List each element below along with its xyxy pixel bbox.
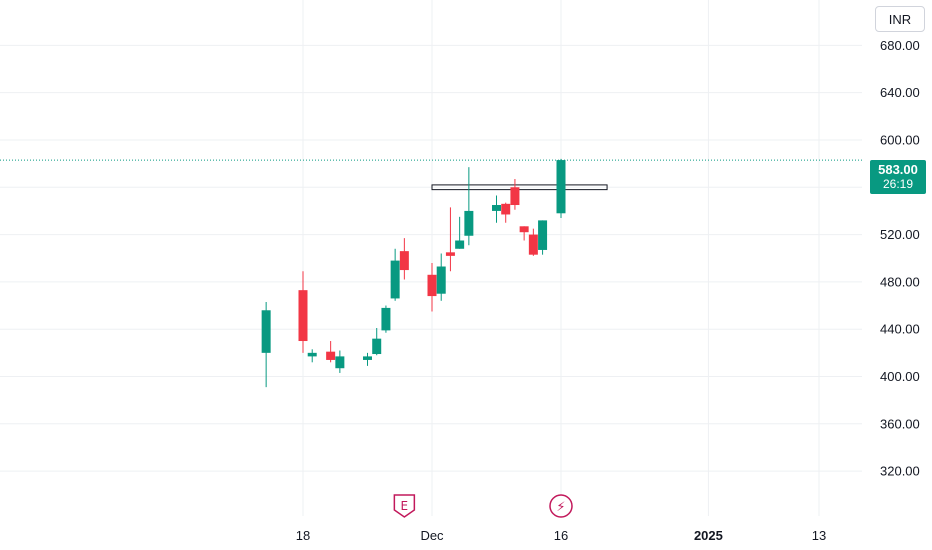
x-tick-label: 16 [554, 528, 568, 543]
candle-body [436, 266, 446, 294]
last-price-tag: 583.00 26:19 [870, 160, 926, 194]
candle[interactable] [528, 228, 538, 256]
candle[interactable] [390, 248, 400, 301]
candle[interactable] [445, 207, 455, 272]
bar-countdown: 26:19 [882, 177, 914, 191]
y-tick-label: 680.00 [880, 38, 920, 53]
svg-text:E: E [401, 499, 409, 513]
y-tick-label: 440.00 [880, 322, 920, 337]
candle-body [492, 205, 501, 211]
y-tick-label: 320.00 [880, 464, 920, 479]
candle[interactable] [492, 195, 501, 223]
candle-body [261, 310, 271, 353]
x-tick-label: 18 [296, 528, 310, 543]
candle[interactable] [427, 262, 437, 312]
candle-body [519, 226, 529, 233]
candle-body [335, 356, 345, 369]
candle-body [363, 356, 372, 360]
candle[interactable] [372, 328, 382, 356]
candle-body [427, 274, 437, 297]
candle[interactable] [381, 305, 391, 333]
candle-body [455, 240, 465, 249]
x-tick-label: 2025 [694, 528, 723, 543]
candle[interactable] [335, 350, 345, 373]
y-axis[interactable]: 680.00640.00600.00560.00520.00480.00440.… [880, 38, 920, 479]
range-box-drawing[interactable] [431, 184, 608, 191]
candle[interactable] [510, 178, 520, 210]
candle-body [390, 260, 400, 299]
candle-body [381, 307, 391, 331]
candle-body [307, 352, 317, 357]
candle-body [372, 338, 382, 355]
candle-body [501, 203, 511, 215]
candle-body [556, 160, 566, 214]
y-tick-label: 400.00 [880, 369, 920, 384]
candle[interactable] [464, 167, 474, 246]
candle-body [464, 210, 474, 236]
candle-body [538, 220, 548, 250]
x-tick-label: Dec [420, 528, 444, 543]
y-tick-label: 360.00 [880, 416, 920, 431]
y-tick-label: 520.00 [880, 227, 920, 242]
y-tick-label: 480.00 [880, 274, 920, 289]
candle-body [298, 290, 308, 342]
y-tick-label: 640.00 [880, 85, 920, 100]
svg-text:⚡: ⚡ [556, 500, 565, 515]
candle-body [510, 187, 520, 206]
x-tick-label: 13 [812, 528, 826, 543]
currency-button[interactable]: INR [875, 6, 925, 32]
y-tick-label: 600.00 [880, 132, 920, 147]
candle[interactable] [399, 238, 409, 280]
candle[interactable] [326, 341, 336, 363]
candle-body [399, 251, 409, 271]
candlesticks[interactable] [261, 158, 566, 388]
event-markers[interactable]: E ⚡ [393, 494, 573, 518]
candle-body [528, 234, 538, 255]
candle[interactable] [261, 301, 271, 388]
candle[interactable] [501, 202, 511, 223]
earnings-icon[interactable]: E [393, 494, 416, 518]
candle-body [445, 252, 455, 256]
candle[interactable] [519, 226, 529, 241]
candle[interactable] [455, 216, 465, 249]
candle[interactable] [538, 220, 548, 255]
candle[interactable] [556, 158, 566, 219]
candle[interactable] [298, 271, 308, 353]
grid-lines [0, 0, 862, 516]
lightning-icon[interactable]: ⚡ [549, 494, 573, 518]
x-axis[interactable]: 18 Dec 16 2025 13 [296, 528, 826, 543]
candle[interactable] [363, 352, 372, 366]
candle[interactable] [307, 349, 317, 363]
candle[interactable] [436, 253, 446, 301]
candle-body [326, 351, 336, 360]
last-price-value: 583.00 [878, 162, 918, 177]
